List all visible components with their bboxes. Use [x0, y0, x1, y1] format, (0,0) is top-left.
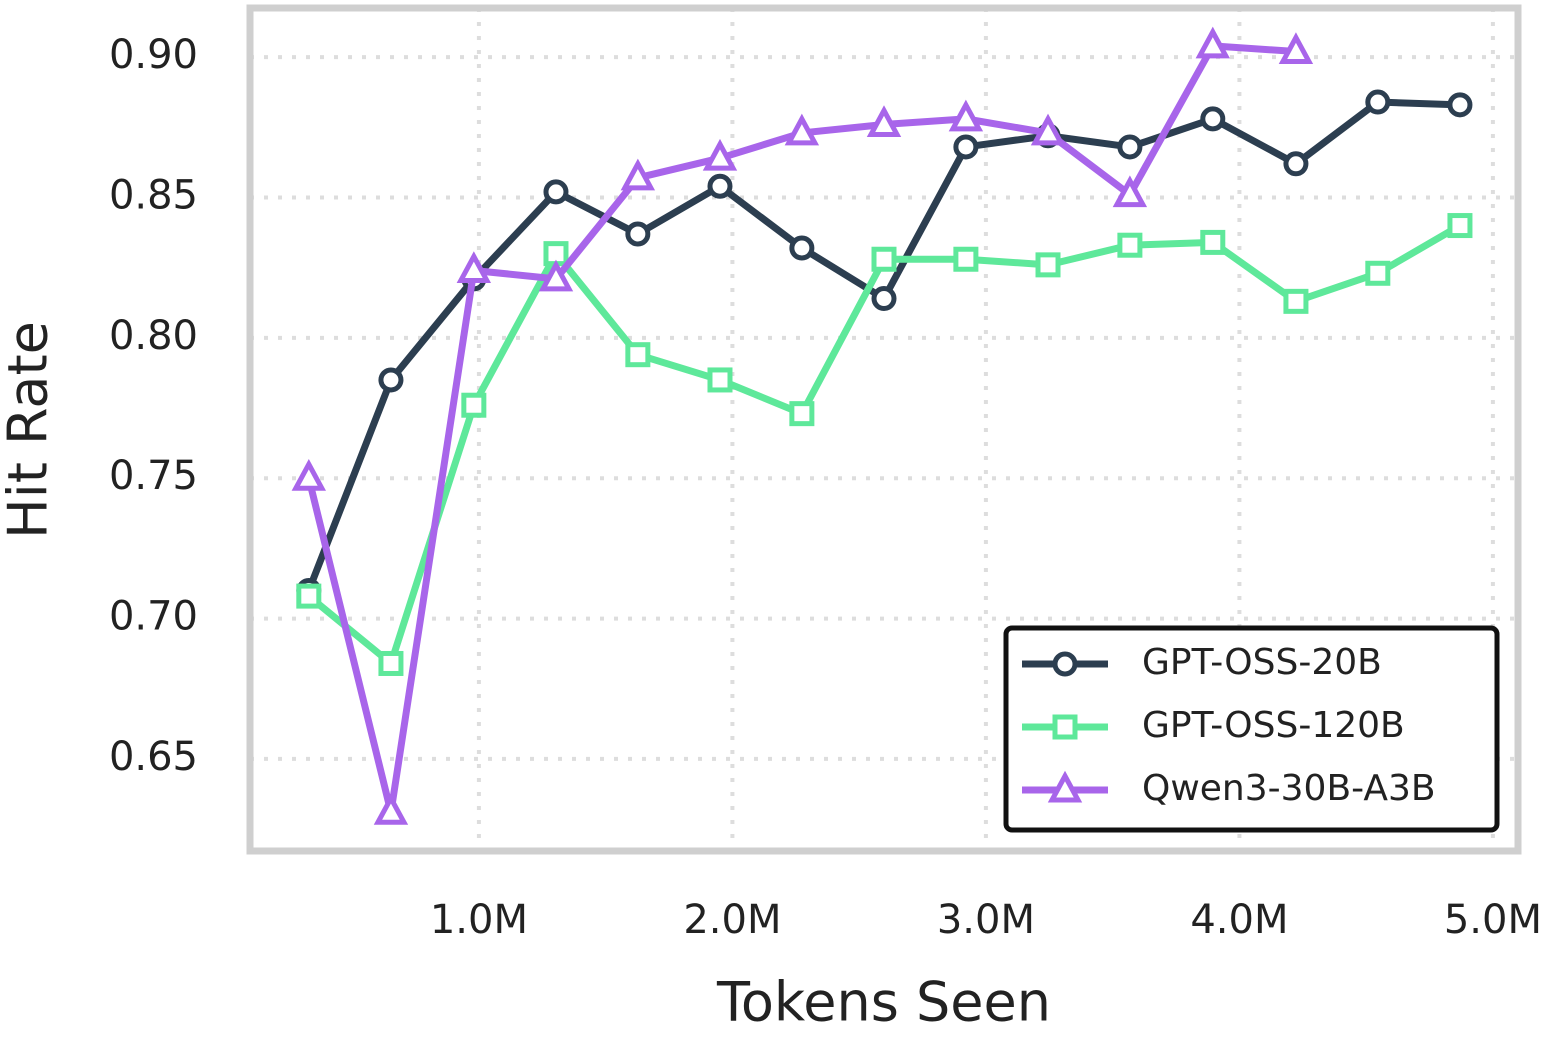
point [948, 99, 984, 132]
legend-label: GPT-OSS-20B [1142, 642, 1382, 683]
x-tick-label: 1.0M [430, 897, 528, 943]
point [702, 138, 738, 171]
point [1195, 26, 1230, 59]
point [538, 259, 574, 292]
point [1200, 229, 1226, 255]
point [871, 286, 897, 312]
point [1112, 175, 1148, 208]
y-tick-label: 0.85 [109, 172, 198, 218]
point [1030, 113, 1066, 146]
point [707, 367, 733, 393]
point [953, 246, 979, 272]
x-tick-label: 4.0M [1190, 897, 1288, 943]
legend-marker [1047, 770, 1083, 803]
point [625, 342, 651, 368]
point [373, 793, 409, 825]
point [461, 392, 487, 418]
point [1035, 252, 1061, 278]
y-tick-label: 0.65 [109, 734, 198, 780]
y-axis-label: Hit Rate [0, 321, 60, 539]
legend-label: GPT-OSS-120B [1142, 705, 1405, 746]
legend: GPT-OSS-20B GPT-OSS-120B Qwen3-30B-A3B [1003, 625, 1500, 833]
point [625, 221, 651, 247]
point [620, 158, 656, 191]
y-tick-label: 0.90 [109, 32, 198, 78]
x-tick-label: 3.0M [937, 897, 1035, 943]
point [953, 134, 979, 160]
point [1365, 260, 1391, 286]
point [1447, 213, 1473, 239]
y-tick-label: 0.70 [109, 594, 198, 640]
point [789, 401, 815, 427]
point [296, 583, 322, 609]
point [1278, 32, 1314, 65]
plot-frame [246, 4, 1522, 855]
y-tick-label: 0.80 [109, 313, 198, 359]
x-tick-label: 5.0M [1444, 897, 1542, 943]
point [456, 251, 492, 283]
y-tick-label: 0.75 [109, 453, 198, 499]
point [291, 458, 327, 491]
legend-box [1003, 625, 1500, 833]
legend-marker [1052, 651, 1078, 677]
point [866, 105, 902, 137]
point [543, 179, 569, 205]
point [871, 246, 897, 272]
point [1447, 92, 1473, 118]
point [1200, 106, 1226, 132]
x-tick-label: 2.0M [683, 897, 781, 943]
point [789, 235, 815, 261]
point [1283, 288, 1309, 314]
point [1283, 151, 1309, 177]
point [1117, 134, 1143, 160]
x-axis-label: Tokens Seen [716, 971, 1051, 1034]
point [1365, 89, 1391, 115]
legend-marker [1052, 714, 1078, 740]
point [707, 173, 733, 199]
point [1117, 232, 1143, 258]
legend-label: Qwen3-30B-A3B [1142, 768, 1436, 809]
point [378, 367, 404, 393]
point [378, 650, 404, 676]
point [784, 113, 820, 146]
